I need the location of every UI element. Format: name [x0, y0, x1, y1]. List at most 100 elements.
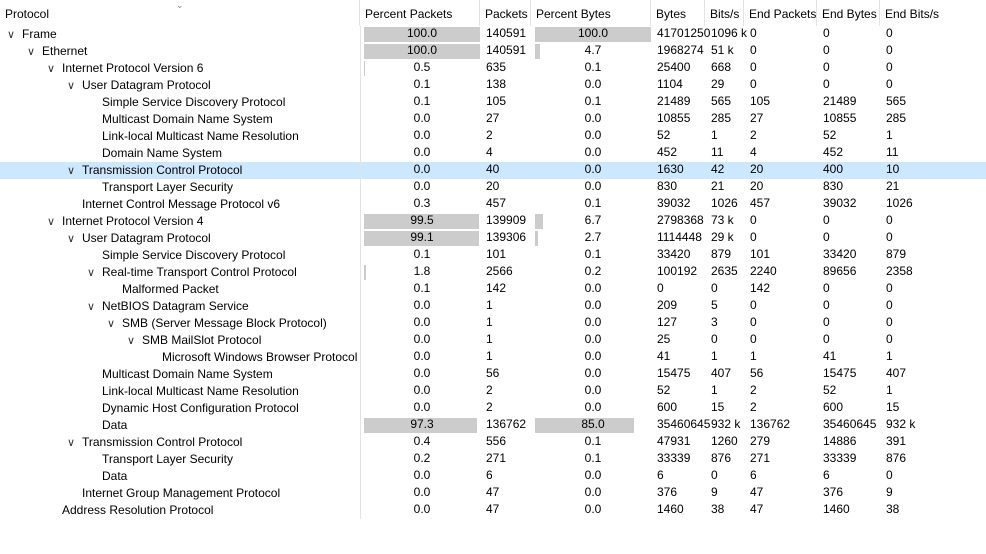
end-bits-per-sec-value: 0 [886, 298, 893, 312]
bits-per-sec-value: 407 [711, 366, 732, 380]
table-row[interactable]: Transport Layer Security 0.2 0.1 271 33339 87… [0, 451, 986, 468]
table-row[interactable]: Simple Service Discovery Protocol 0.1 0.1 1… [0, 247, 986, 264]
column-separator [360, 349, 361, 366]
percent-bytes-bar [535, 44, 540, 59]
bits-per-sec-value: 15 [711, 400, 725, 414]
table-row[interactable]: Link-local Multicast Name Resolution 0.0 0… [0, 128, 986, 145]
table-row[interactable]: ∨ Transmission Control Protocol 0.4 0.1 556 4… [0, 434, 986, 451]
table-row[interactable]: Dynamic Host Configuration Protocol 0.0 0.… [0, 400, 986, 417]
bits-per-sec-value: 1 [711, 349, 718, 363]
bytes-value: 209 [657, 298, 678, 312]
packets-value: 47 [486, 502, 500, 516]
end-packets-value: 0 [750, 26, 757, 40]
table-row[interactable]: Microsoft Windows Browser Protocol 0.0 0.0… [0, 349, 986, 366]
protocol-name: Simple Service Discovery Protocol [102, 248, 286, 262]
table-row[interactable]: ∨ User Datagram Protocol 99.1 2.7 139306 1114… [0, 230, 986, 247]
protocol-cell: Multicast Domain Name System [0, 111, 444, 128]
packets-value: 2 [486, 128, 493, 142]
end-bits-per-sec-value: 0 [886, 281, 893, 295]
percent-packets-value: 0.0 [413, 485, 431, 499]
percent-bytes-value: 0.2 [584, 264, 602, 278]
bytes-value: 127 [657, 315, 678, 329]
percent-packets-value: 0.0 [413, 145, 431, 159]
col-percent-bytes[interactable]: Percent Bytes [531, 0, 651, 26]
expand-chevron-icon[interactable]: ∨ [66, 80, 76, 92]
col-bits-per-sec[interactable]: Bits/s [705, 0, 744, 26]
bits-per-sec-value: 285 [711, 111, 732, 125]
expand-chevron-icon[interactable]: ∨ [6, 29, 16, 41]
col-percent-packets[interactable]: Percent Packets [360, 0, 480, 26]
bytes-value: 39032 [657, 196, 691, 210]
table-row[interactable]: Address Resolution Protocol 0.0 0.0 47 1460 3… [0, 502, 986, 519]
table-row[interactable]: Data 97.3 85.0 136762 35460645 932 k 136762 354… [0, 417, 986, 434]
table-row[interactable]: ∨ NetBIOS Datagram Service 0.0 0.0 1 209 5 0 0 0 [0, 298, 986, 315]
bytes-value: 25 [657, 332, 671, 346]
col-bytes[interactable]: Bytes [651, 0, 705, 26]
end-packets-value: 4 [750, 145, 757, 159]
table-row[interactable]: ∨ User Datagram Protocol 0.1 0.0 138 1104 29 0 0… [0, 77, 986, 94]
table-row[interactable]: Multicast Domain Name System 0.0 0.0 27 1085… [0, 111, 986, 128]
col-packets[interactable]: Packets [480, 0, 531, 26]
end-bytes-value: 6 [823, 468, 830, 482]
expand-chevron-icon[interactable]: ∨ [86, 301, 96, 313]
table-row[interactable]: Simple Service Discovery Protocol 0.1 0.1 1… [0, 94, 986, 111]
percent-bytes-value: 2.7 [584, 230, 602, 244]
end-bits-per-sec-value: 0 [886, 26, 893, 40]
expand-chevron-icon[interactable]: ∨ [66, 233, 76, 245]
percent-packets-bar [364, 44, 480, 59]
protocol-cell: ∨ SMB MailSlot Protocol [0, 332, 484, 349]
table-row[interactable]: Data 0.0 0.0 6 6 0 6 6 0 [0, 468, 986, 485]
percent-bytes-value: 0.0 [584, 128, 602, 142]
percent-bytes-value: 0.0 [584, 485, 602, 499]
col-protocol[interactable]: Protocol [0, 0, 360, 26]
expand-chevron-icon[interactable]: ∨ [26, 46, 36, 58]
col-end-packets[interactable]: End Packets [744, 0, 817, 26]
percent-bytes-value: 0.0 [584, 468, 602, 482]
expand-chevron-icon[interactable]: ∨ [46, 63, 56, 75]
percent-packets-value: 0.1 [413, 94, 431, 108]
protocol-tree: ∨ Frame 100.0 100.0 140591 41701250 1096 k 0 0 0 ∨… [0, 26, 986, 519]
expand-chevron-icon[interactable]: ∨ [106, 318, 116, 330]
percent-bytes-value: 0.0 [584, 502, 602, 516]
protocol-cell: Internet Control Message Protocol v6 [0, 196, 424, 213]
end-bits-per-sec-value: 10 [886, 162, 900, 176]
table-row[interactable]: ∨ Real-time Transport Control Protocol 1.8… [0, 264, 986, 281]
protocol-cell: ∨ Frame [0, 26, 364, 43]
end-packets-value: 47 [750, 485, 764, 499]
column-separator [360, 77, 361, 94]
table-row[interactable]: Internet Group Management Protocol 0.0 0.0… [0, 485, 986, 502]
table-row[interactable]: ∨ Ethernet 100.0 4.7 140591 1968274 51 k 0 0 0 [0, 43, 986, 60]
table-row[interactable]: Multicast Domain Name System 0.0 0.0 56 1547… [0, 366, 986, 383]
protocol-cell: Data [0, 468, 444, 485]
table-row[interactable]: ∨ SMB (Server Message Block Protocol) 0.0 0… [0, 315, 986, 332]
protocol-cell: Multicast Domain Name System [0, 366, 444, 383]
end-bytes-value: 15475 [823, 366, 857, 380]
end-packets-value: 105 [750, 94, 771, 108]
table-row[interactable]: ∨ Transmission Control Protocol 0.0 0.0 40 16… [0, 162, 986, 179]
col-end-bytes[interactable]: End Bytes [817, 0, 880, 26]
packets-value: 1 [486, 315, 493, 329]
table-row[interactable]: ∨ Internet Protocol Version 4 99.5 6.7 13990… [0, 213, 986, 230]
expand-chevron-icon[interactable]: ∨ [126, 335, 136, 347]
percent-packets-value: 0.0 [413, 383, 431, 397]
table-row[interactable]: Link-local Multicast Name Resolution 0.0 0… [0, 383, 986, 400]
expand-chevron-icon[interactable]: ∨ [86, 267, 96, 279]
col-end-bits-per-sec[interactable]: End Bits/s [885, 7, 940, 21]
bytes-value: 1968274 [657, 43, 704, 57]
protocol-name: Address Resolution Protocol [62, 503, 214, 517]
expand-chevron-icon[interactable]: ∨ [46, 216, 56, 228]
end-bytes-value: 39032 [823, 196, 857, 210]
expand-chevron-icon[interactable]: ∨ [66, 165, 76, 177]
bytes-value: 1630 [657, 162, 684, 176]
table-row[interactable]: Domain Name System 0.0 0.0 4 452 11 4 452 11 [0, 145, 986, 162]
expand-chevron-icon[interactable]: ∨ [66, 437, 76, 449]
percent-packets-value: 0.1 [413, 281, 431, 295]
percent-packets-value: 0.0 [413, 298, 431, 312]
table-row[interactable]: Malformed Packet 0.1 0.0 142 0 0 142 0 0 [0, 281, 986, 298]
table-row[interactable]: Transport Layer Security 0.0 0.0 20 830 21 20 8… [0, 179, 986, 196]
table-row[interactable]: ∨ SMB MailSlot Protocol 0.0 0.0 1 25 0 0 0 0 [0, 332, 986, 349]
table-row[interactable]: Internet Control Message Protocol v6 0.3 0… [0, 196, 986, 213]
packets-value: 47 [486, 485, 500, 499]
table-row[interactable]: ∨ Internet Protocol Version 6 0.5 0.1 635 254… [0, 60, 986, 77]
